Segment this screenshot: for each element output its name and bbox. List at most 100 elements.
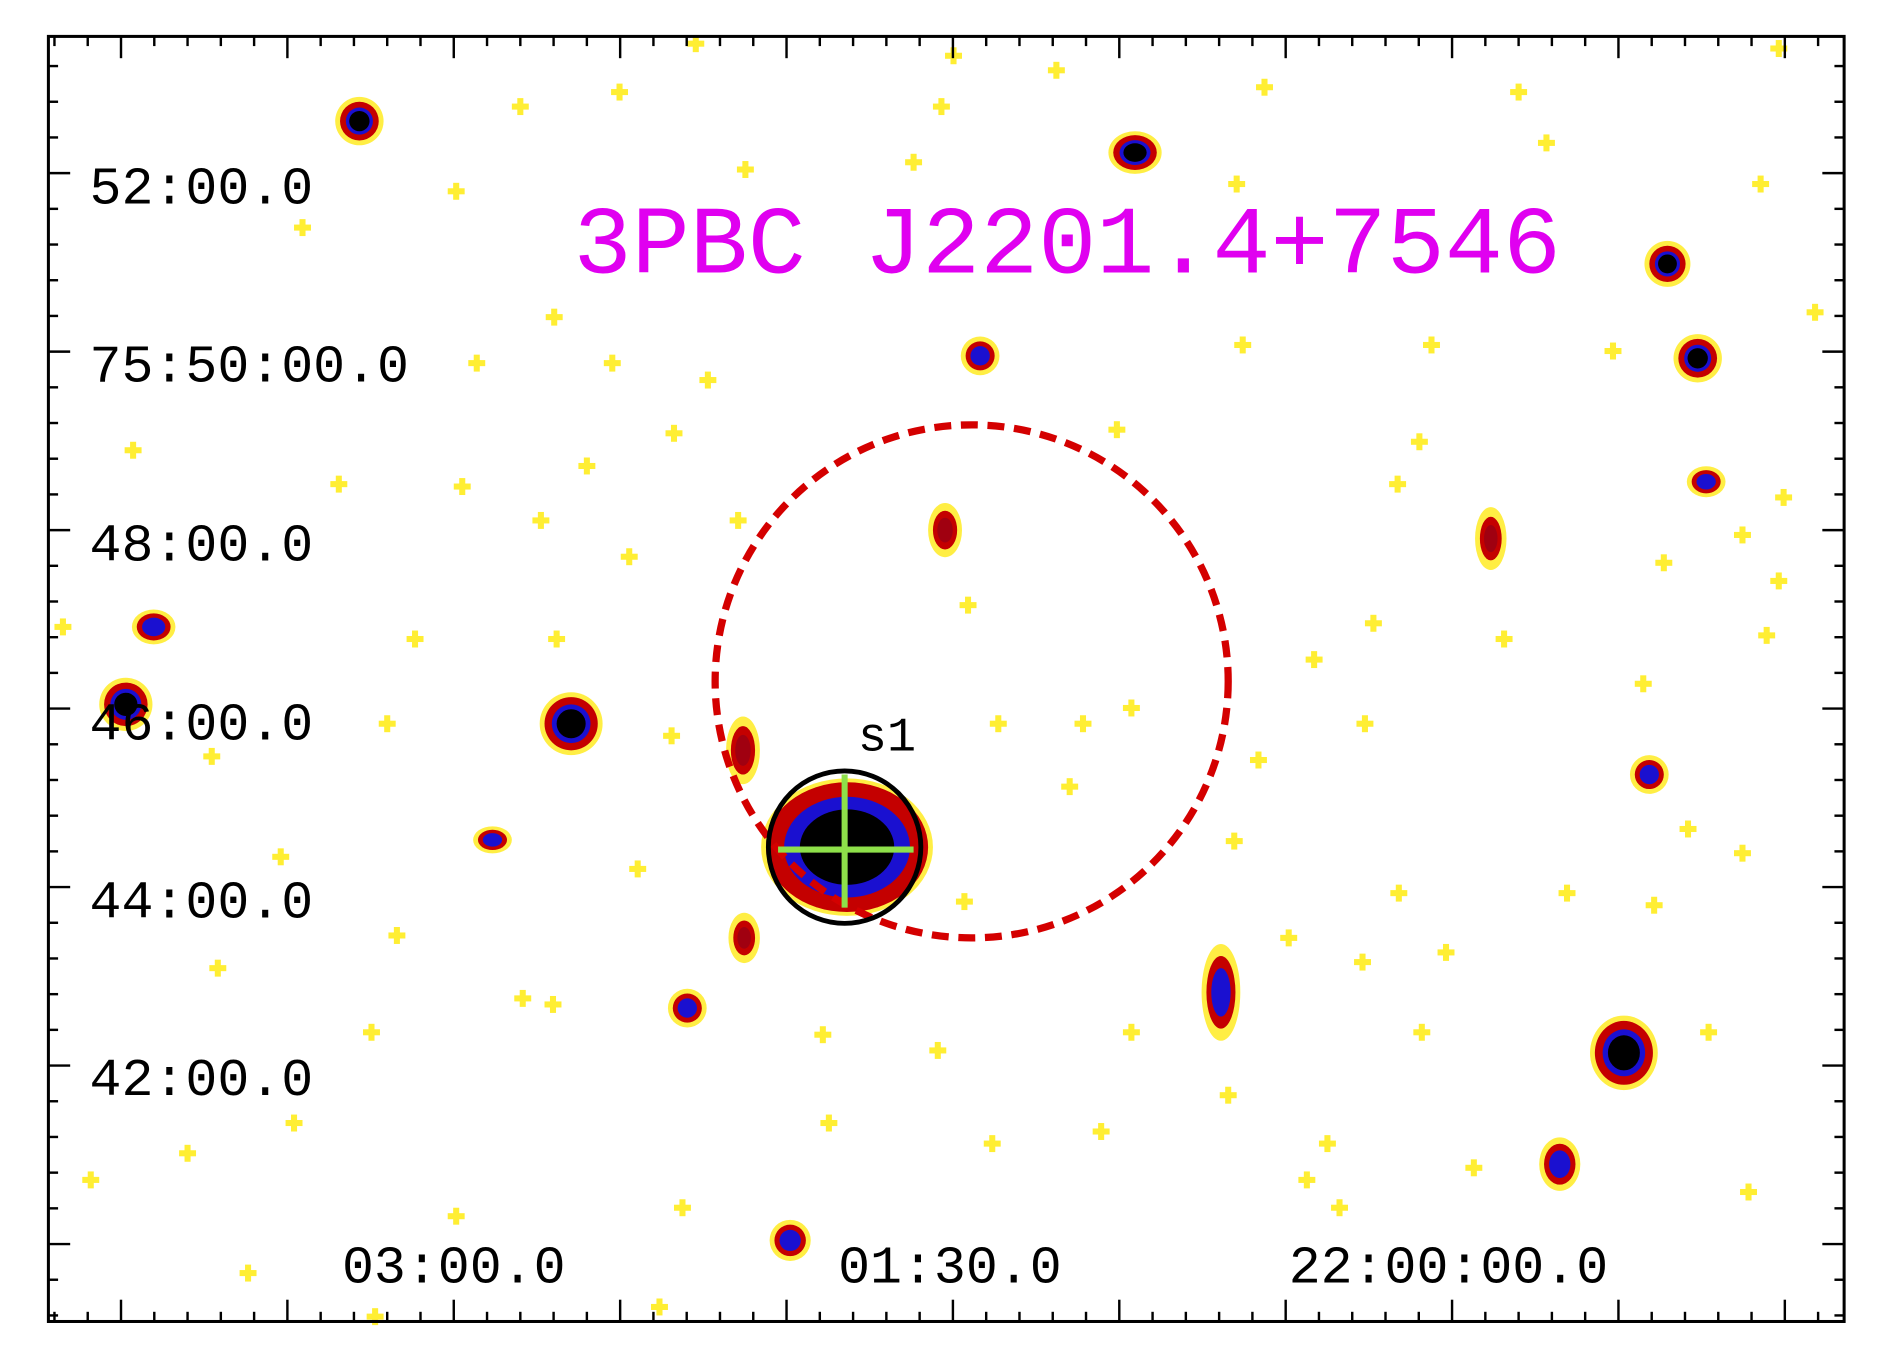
faint-source bbox=[277, 848, 284, 866]
y-axis-label: 75:50:00.0 bbox=[90, 337, 409, 397]
faint-source bbox=[1098, 1123, 1105, 1140]
faint-source bbox=[1442, 943, 1450, 961]
source-core bbox=[142, 617, 166, 637]
faint-source bbox=[1239, 336, 1246, 354]
faint-source bbox=[583, 457, 590, 475]
faint-source bbox=[1515, 83, 1522, 101]
faint-source bbox=[1428, 336, 1435, 354]
faint-source bbox=[1128, 699, 1135, 717]
faint-source bbox=[59, 618, 66, 636]
faint-source bbox=[819, 1026, 826, 1044]
faint-source bbox=[459, 478, 466, 496]
faint-source bbox=[1684, 820, 1692, 838]
faint-source bbox=[1231, 832, 1238, 850]
faint-source bbox=[1303, 1171, 1310, 1189]
y-axis-label: 44:00.0 bbox=[90, 873, 314, 933]
faint-source bbox=[549, 995, 557, 1013]
faint-source bbox=[1780, 488, 1787, 506]
faint-sources bbox=[54, 35, 1824, 1326]
y-axis-label: 48:00.0 bbox=[90, 516, 314, 576]
faint-source bbox=[393, 927, 400, 944]
faint-source bbox=[616, 83, 623, 101]
faint-source bbox=[965, 596, 972, 614]
source-core bbox=[1639, 764, 1659, 785]
faint-source bbox=[1775, 40, 1782, 57]
faint-source bbox=[245, 1264, 252, 1282]
source-core bbox=[737, 927, 751, 949]
y-axis-label: 42:00.0 bbox=[90, 1051, 314, 1111]
faint-source bbox=[1609, 342, 1617, 360]
faint-source bbox=[656, 1298, 663, 1316]
faint-source bbox=[453, 182, 460, 200]
faint-source bbox=[551, 308, 558, 326]
faint-source bbox=[989, 1135, 996, 1153]
faint-source bbox=[1370, 614, 1377, 632]
faint-source bbox=[1739, 844, 1746, 862]
source-circle bbox=[765, 768, 924, 926]
faint-source bbox=[553, 630, 560, 648]
faint-source bbox=[1501, 630, 1508, 648]
source-center bbox=[1607, 1035, 1640, 1071]
faint-source bbox=[1640, 675, 1647, 693]
faint-source bbox=[1739, 526, 1746, 544]
faint-source bbox=[1705, 1023, 1712, 1041]
x-axis-label: 01:30.0 bbox=[838, 1239, 1062, 1299]
y-axis-labels: 52:00.0 75:50:00.0 48:00.0 46:00.0 44:00.0 42… bbox=[90, 159, 409, 1111]
faint-source bbox=[473, 354, 480, 372]
source-core bbox=[1211, 968, 1231, 1017]
source-label: s1 bbox=[858, 710, 916, 765]
faint-source bbox=[995, 715, 1002, 733]
ticks bbox=[48, 36, 1845, 1322]
faint-source bbox=[1336, 1199, 1343, 1217]
faint-source bbox=[742, 161, 749, 178]
source-core bbox=[677, 998, 697, 1018]
faint-source bbox=[679, 1199, 686, 1217]
faint-source bbox=[291, 1114, 298, 1132]
x-axis-label: 22:00:00.0 bbox=[1289, 1239, 1608, 1299]
faint-source bbox=[934, 1041, 941, 1059]
faint-source bbox=[1660, 554, 1667, 572]
faint-source bbox=[208, 747, 215, 765]
faint-source bbox=[335, 475, 342, 493]
source-core bbox=[735, 734, 751, 766]
faint-source bbox=[517, 98, 524, 116]
faint-source bbox=[1113, 421, 1120, 439]
faint-source bbox=[938, 98, 945, 116]
faint-source bbox=[1763, 626, 1770, 644]
faint-source bbox=[1416, 433, 1423, 451]
source-center bbox=[1123, 143, 1147, 162]
source-center bbox=[349, 110, 370, 132]
faint-source bbox=[1394, 475, 1401, 493]
faint-source bbox=[1311, 651, 1318, 669]
faint-source bbox=[1285, 929, 1292, 947]
faint-source bbox=[1563, 884, 1571, 902]
faint-source bbox=[299, 219, 306, 237]
y-axis-label: 52:00.0 bbox=[90, 159, 314, 219]
y-axis-label: 46:00.0 bbox=[90, 695, 314, 755]
error-ellipse bbox=[711, 421, 1232, 942]
faint-source bbox=[961, 893, 968, 911]
faint-source bbox=[1128, 1023, 1135, 1041]
faint-source bbox=[1359, 953, 1366, 971]
faint-source bbox=[1395, 884, 1402, 902]
faint-source bbox=[372, 1308, 379, 1326]
faint-source bbox=[668, 727, 675, 745]
faint-source bbox=[1812, 303, 1819, 321]
faint-source bbox=[735, 511, 742, 529]
faint-source bbox=[825, 1114, 832, 1132]
source-center bbox=[556, 709, 586, 739]
faint-source bbox=[626, 548, 633, 566]
faint-source bbox=[184, 1144, 191, 1162]
faint-source bbox=[609, 354, 616, 372]
frame bbox=[46, 34, 1846, 1323]
faint-source bbox=[704, 371, 711, 389]
faint-source bbox=[1745, 1183, 1752, 1201]
faint-source bbox=[1651, 896, 1658, 914]
faint-source bbox=[87, 1171, 94, 1189]
faint-source bbox=[1470, 1159, 1477, 1177]
source-core bbox=[779, 1229, 801, 1252]
faint-source bbox=[1418, 1023, 1425, 1041]
